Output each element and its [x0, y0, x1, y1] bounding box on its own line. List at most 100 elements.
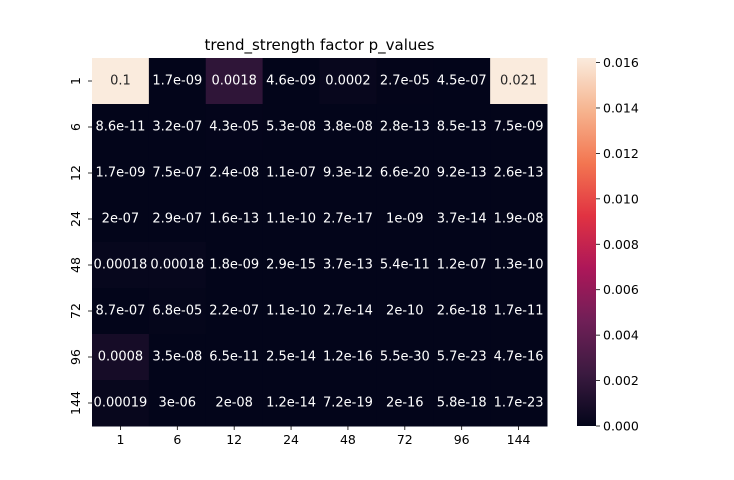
cell-annotation: 2.5e-14: [266, 350, 316, 365]
heatmap-cell: [433, 196, 491, 243]
cell-annotation: 1.1e-10: [266, 212, 316, 227]
cell-annotation: 2.7e-05: [380, 74, 430, 89]
cell-annotation: 2.4e-08: [209, 166, 259, 181]
heatmap-cell: [376, 288, 434, 335]
heatmap-cell: [92, 334, 150, 381]
heatmap-cell: [376, 150, 434, 197]
heatmap-cell: [319, 150, 377, 197]
colorbar-tick-label: 0.014: [603, 100, 639, 115]
cell-annotation: 2e-08: [215, 396, 253, 411]
colorbar-tick-label: 0.016: [603, 55, 639, 70]
heatmap-cell: [148, 58, 207, 105]
cell-annotation: 1.2e-14: [266, 396, 316, 411]
cell-annotation: 2.6e-13: [494, 166, 544, 181]
cell-annotation: 4.5e-07: [437, 74, 487, 89]
cell-annotation: 6.8e-05: [152, 304, 202, 319]
heatmap-cell: [205, 58, 264, 105]
cell-annotation: 2.7e-14: [323, 304, 373, 319]
heatmap-cells: 0.1 1.7e-09 0.0018 4.6e-09 0.0002 2.7e-05 4.5e…: [92, 58, 548, 427]
cell-annotation: 2.8e-13: [380, 120, 430, 135]
cell-annotation: 2.6e-18: [437, 304, 487, 319]
heatmap-cell: [433, 104, 491, 151]
heatmap-cell: [433, 380, 491, 427]
heatmap-cell: [92, 242, 150, 289]
y-tick-label: 6: [68, 123, 83, 131]
cell-annotation: 2.9e-15: [266, 258, 316, 273]
heatmap-cell: [376, 58, 434, 105]
heatmap-cell: [92, 196, 150, 243]
cell-annotation: 0.00018: [150, 258, 204, 273]
x-tick-label: 96: [454, 432, 470, 447]
cell-annotation: 3.5e-08: [152, 350, 202, 365]
cell-annotation: 9.2e-13: [437, 166, 487, 181]
heatmap-cell: [148, 242, 207, 289]
heatmap-cell: [205, 380, 264, 427]
heatmap-cell: [205, 334, 264, 381]
cell-annotation: 2e-10: [386, 304, 424, 319]
cell-annotation: 3.2e-07: [152, 120, 202, 135]
cell-annotation: 0.0018: [211, 74, 257, 89]
cell-annotation: 0.0002: [325, 74, 371, 89]
cell-annotation: 1.2e-07: [437, 258, 487, 273]
cell-annotation: 1.1e-10: [266, 304, 316, 319]
chart-title: trend_strength factor p_values: [205, 36, 435, 55]
colorbar-tick-label: 0.002: [603, 373, 639, 388]
cell-annotation: 5.4e-11: [380, 258, 430, 273]
y-tick-label: 72: [68, 303, 83, 319]
cell-annotation: 4.7e-16: [494, 350, 544, 365]
heatmap-cell: [148, 334, 207, 381]
cell-annotation: 5.5e-30: [380, 350, 430, 365]
heatmap-cell: [376, 334, 434, 381]
cell-annotation: 2.7e-17: [323, 212, 373, 227]
colorbar-tick-label: 0.010: [603, 191, 639, 206]
cell-annotation: 7.5e-09: [494, 120, 544, 135]
heatmap-cell: [148, 288, 207, 335]
heatmap-cell: [262, 380, 320, 427]
cell-annotation: 5.3e-08: [266, 120, 316, 135]
cell-annotation: 3.7e-14: [437, 212, 487, 227]
cell-annotation: 1.2e-16: [323, 350, 373, 365]
heatmap-cell: [262, 288, 320, 335]
heatmap-cell: [490, 104, 548, 151]
heatmap-cell: [319, 334, 377, 381]
heatmap-cell: [376, 196, 434, 243]
heatmap-cell: [490, 334, 548, 381]
cell-annotation: 8.6e-11: [95, 120, 145, 135]
heatmap-cell: [92, 150, 150, 197]
heatmap-cell: [262, 104, 320, 151]
heatmap-cell: [319, 58, 377, 105]
heatmap-cell: [433, 150, 491, 197]
heatmap-cell: [262, 334, 320, 381]
cell-annotation: 4.6e-09: [266, 74, 316, 89]
heatmap-cell: [148, 196, 207, 243]
heatmap-cell: [433, 288, 491, 335]
y-tick-label: 12: [68, 165, 83, 181]
x-tick-label: 1: [116, 432, 124, 447]
cell-annotation: 2.9e-07: [152, 212, 202, 227]
cell-annotation: 6.6e-20: [380, 166, 430, 181]
heatmap-cell: [262, 242, 320, 289]
cell-annotation: 6.5e-11: [209, 350, 259, 365]
cell-annotation: 9.3e-12: [323, 166, 373, 181]
colorbar: 0.000 0.002 0.004 0.006 0.008 0.010 0.012 0.014…: [577, 55, 639, 434]
x-tick-label: 144: [507, 432, 531, 447]
colorbar-gradient: [577, 58, 596, 426]
cell-annotation: 8.5e-13: [437, 120, 487, 135]
cell-annotation: 1.7e-09: [152, 74, 202, 89]
cell-annotation: 2.2e-07: [209, 304, 259, 319]
cell-annotation: 0.00019: [94, 396, 148, 411]
heatmap-cell: [490, 58, 548, 105]
cell-annotation: 0.021: [500, 74, 537, 89]
heatmap-cell: [319, 104, 377, 151]
heatmap-cell: [433, 242, 491, 289]
x-tick-label: 12: [226, 432, 242, 447]
heatmap-cell: [376, 104, 434, 151]
heatmap-cell: [148, 380, 207, 427]
heatmap-cell: [205, 150, 264, 197]
y-tick-label: 1: [68, 77, 83, 85]
x-tick-label: 6: [173, 432, 181, 447]
cell-annotation: 3e-06: [159, 396, 197, 411]
cell-annotation: 3.7e-13: [323, 258, 373, 273]
cell-annotation: 0.0008: [98, 350, 144, 365]
heatmap-cell: [205, 288, 264, 335]
